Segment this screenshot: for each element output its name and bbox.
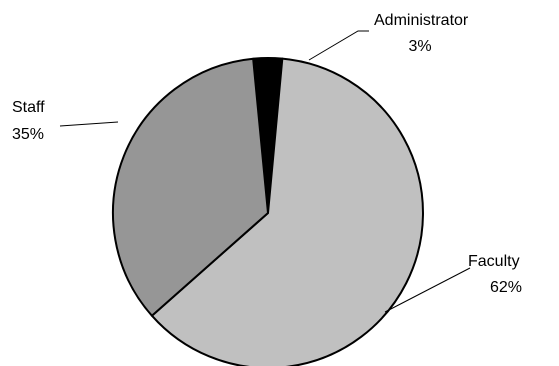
leader-line-faculty: [384, 267, 471, 313]
slice-label-administrator: Administrator: [374, 12, 469, 29]
slice-label-staff: Staff: [12, 99, 45, 116]
leader-line-staff: [59, 121, 119, 127]
pie-slices: [111, 56, 424, 366]
slice-label-faculty: Faculty: [468, 253, 520, 270]
slice-percent-administrator: 3%: [408, 38, 431, 55]
slice-percent-staff: 35%: [12, 126, 44, 143]
leader-lines: [59, 30, 471, 313]
pie-slice-faculty: [150, 57, 424, 366]
leader-line-administrator: [308, 30, 369, 61]
slice-percent-faculty: 62%: [490, 279, 522, 296]
pie-slice-staff: [111, 57, 269, 317]
